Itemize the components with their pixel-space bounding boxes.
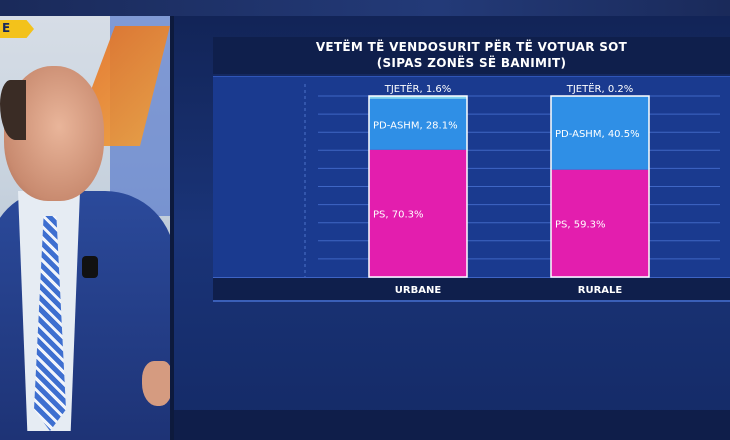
lapel-microphone [82,256,98,278]
bar-outline [368,95,468,278]
guest-camera-feed [0,16,170,440]
chart-title: VETËM TË VENDOSURIT PËR TË VOTUAR SOT [315,40,628,54]
data-label: TJETËR, 0.2% [566,82,634,95]
data-label: PD-ASHM, 28.1% [373,120,458,131]
bar-outline [550,95,650,278]
category-label: URBANE [395,285,442,296]
data-label: PD-ASHM, 40.5% [555,129,640,140]
live-badge: E [0,20,34,38]
bar-segment-pd-ashm [369,98,467,150]
data-label: PS, 70.3% [373,209,424,220]
plot-top-line [213,76,730,77]
split-divider [170,16,174,440]
live-badge-text: E [2,21,11,35]
data-label: TJETËR, 1.6% [384,82,452,95]
chart-subtitle: (SIPAS ZONËS SË BANIMIT) [376,56,567,70]
graphic-panel-footer [174,410,730,440]
guest-hand [142,361,170,406]
chart-title-box [213,37,730,74]
category-axis-bar [213,277,730,302]
bar-segment-ps [551,169,649,277]
data-label: PS, 59.3% [555,219,606,230]
bar-segment-ps [369,149,467,277]
guest-hair [0,80,26,140]
bar-segment-pd-ashm [551,96,649,170]
top-ticker-bar [0,0,730,16]
category-label: RURALE [578,285,623,296]
bar-segment-tjet-r [369,96,467,99]
category-axis-underline [213,300,730,302]
